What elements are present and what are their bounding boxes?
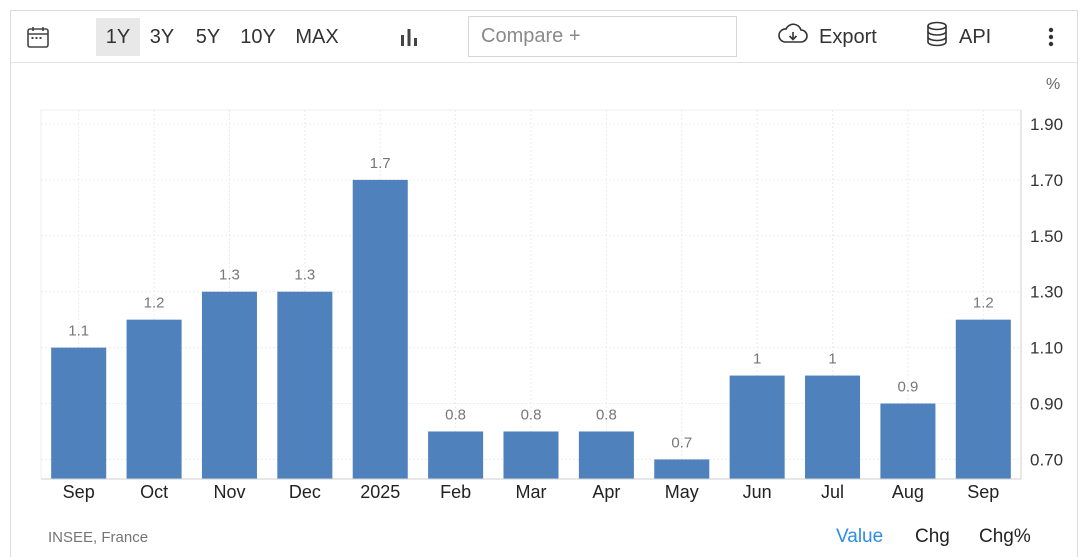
api-button[interactable]: API [925,11,995,63]
calendar-icon[interactable] [25,11,51,63]
data-label: 1.7 [370,155,391,172]
x-tick-label: 2025 [360,482,400,502]
y-tick-label: 1.50 [1030,227,1063,246]
data-label: 0.9 [897,379,918,396]
bar [578,431,634,479]
range-1y-button[interactable]: 1Y [96,18,140,56]
y-tick-label: 0.70 [1030,450,1063,469]
data-label: 1.1 [68,323,89,340]
data-label: 1 [753,351,761,368]
data-label: 1.3 [219,267,240,284]
x-tick-label: Oct [140,482,168,502]
data-label: 0.8 [445,406,466,423]
x-tick-label: Apr [592,482,620,502]
x-tick-label: Dec [289,482,321,502]
data-label: 0.7 [671,434,692,451]
bar [51,347,107,479]
y-tick-label: 1.10 [1030,339,1063,358]
x-tick-label: Feb [440,482,471,502]
data-label: 1.2 [144,295,165,312]
data-label: 0.8 [521,406,542,423]
bar [503,431,559,479]
y-tick-label: 1.90 [1030,115,1063,134]
range-10y-button[interactable]: 10Y [240,25,276,48]
bar [352,179,408,480]
x-tick-label: Nov [213,482,245,502]
x-tick-label: May [665,482,699,502]
bar [277,291,333,479]
range-max-button[interactable]: MAX [295,25,339,48]
api-label: API [959,25,992,48]
bar [428,431,484,479]
bar [654,459,710,479]
y-tick-label: 1.30 [1030,283,1063,302]
data-label: 0.8 [596,406,617,423]
compare-input[interactable]: Compare + [468,16,737,57]
range-5y-button[interactable]: 5Y [195,25,221,48]
cloud-download-icon [777,22,809,52]
y-tick-label: 1.70 [1030,171,1063,190]
x-tick-label: Jun [743,482,772,502]
bar [880,403,936,479]
bar [955,319,1011,479]
export-button[interactable]: Export [777,11,877,63]
data-label: 1.3 [294,267,315,284]
more-vertical-icon[interactable] [1041,11,1061,63]
x-tick-label: Jul [821,482,844,502]
bar-chart-icon[interactable] [397,11,421,63]
mode-chg-percent-button[interactable]: Chg% [979,526,1031,547]
chart-frame [10,10,1078,557]
mode-value-button[interactable]: Value [836,526,884,547]
mode-chg-button[interactable]: Chg [915,526,950,547]
source-label: INSEE, France [48,529,149,546]
data-label: 1.2 [973,295,994,312]
y-tick-label: 0.90 [1030,395,1063,414]
bar [126,319,182,479]
bar [805,375,861,479]
x-tick-label: Aug [892,482,924,502]
toolbar: 1Y 3Y 5Y 10Y MAX Compare + Export [11,11,1077,63]
x-tick-label: Mar [516,482,547,502]
unit-label: % [1046,76,1061,93]
database-icon [925,21,949,53]
data-label: 1 [828,351,836,368]
x-tick-label: Sep [967,482,999,502]
export-label: Export [819,25,877,48]
x-tick-label: Sep [63,482,95,502]
bar [201,291,257,479]
bar [729,375,785,479]
range-3y-button[interactable]: 3Y [149,25,175,48]
